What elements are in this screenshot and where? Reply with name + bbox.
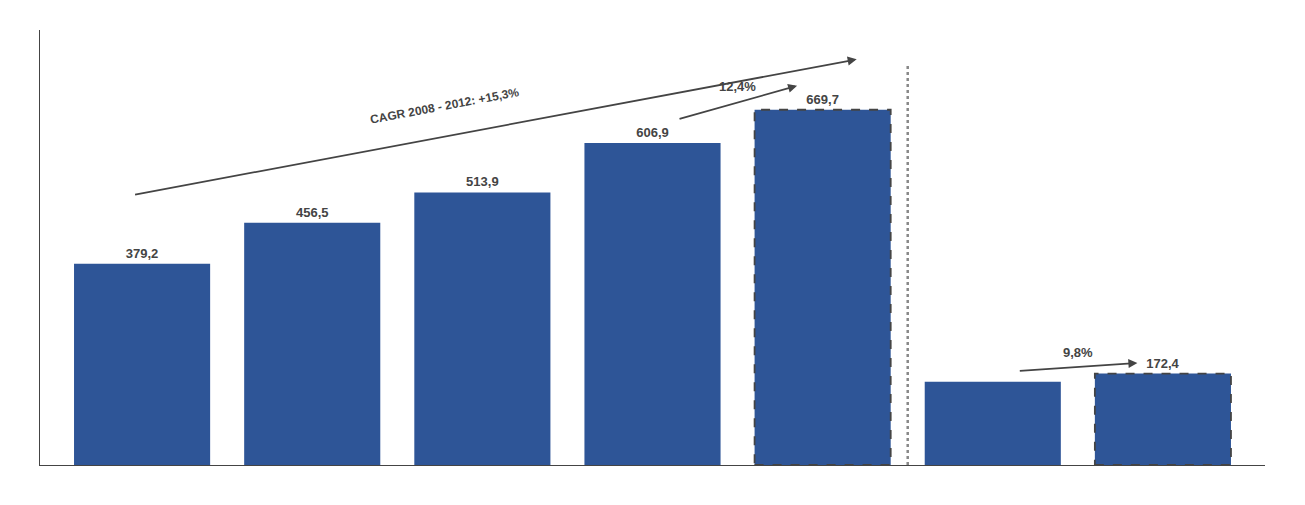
svg-text:172,4: 172,4 [1146, 356, 1179, 371]
svg-text:606,9: 606,9 [636, 125, 669, 140]
svg-text:456,5: 456,5 [296, 205, 329, 220]
svg-text:379,2: 379,2 [126, 246, 159, 261]
svg-text:12,4%: 12,4% [719, 79, 756, 94]
svg-text:CAGR 2008 - 2012: +15,3%: CAGR 2008 - 2012: +15,3% [369, 85, 520, 127]
svg-text:513,9: 513,9 [466, 174, 499, 189]
svg-text:669,7: 669,7 [806, 92, 839, 107]
svg-text:9,8%: 9,8% [1063, 345, 1093, 360]
